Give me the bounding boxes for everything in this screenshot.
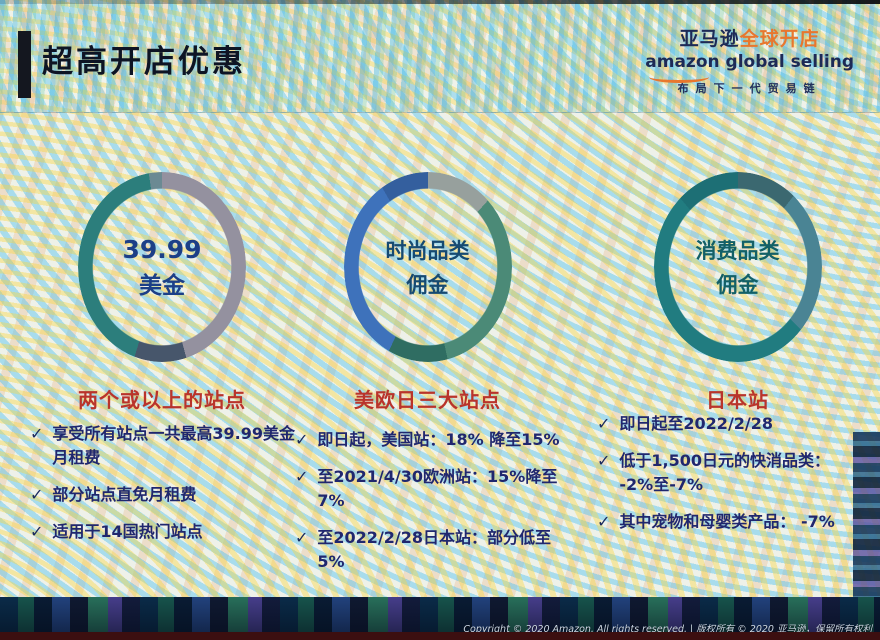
bullet-item: ✓ 低于1,500日元的快消品类： -2%至-7% [597,449,854,497]
photo-top-edge [0,0,880,4]
bullet-item: ✓ 部分站点直免月租费 [30,483,302,507]
bullet-item: ✓ 即日起至2022/2/28 [597,412,854,436]
donut-ring-label: 时尚品类 佣金 [385,239,470,297]
slide-header: 超高开店优惠 亚马逊全球开店 amazon global selling 布局下… [0,0,880,113]
bullet-item: ✓ 即日起，美国站：18% 降至15% [295,428,570,452]
logo-product-cn: 全球开店 [739,28,820,50]
bullet-list: ✓ 即日起至2022/2/28 ✓ 低于1,500日元的快消品类： -2%至-7% … [597,412,854,547]
bullet-list: ✓ 享受所有站点一共最高39.99美金月租费 ✓ 部分站点直免月租费 ✓ 适用于14国… [30,422,302,557]
bullet-text: 至2022/2/28日本站：部分低至5% [317,528,552,571]
donut-ring-fashion: 时尚品类 佣金 [343,172,512,362]
check-icon: ✓ [30,424,44,443]
check-icon: ✓ [295,528,309,547]
column-caption: 两个或以上的站点 [78,388,246,412]
bullet-text: 即日起，美国站：18% 降至15% [317,430,560,449]
offer-column-consumer-commission: 消费品类 佣金 日本站 ✓ 即日起至2022/2/28 ✓ 低于1,500日元的快消… [595,110,880,550]
amazon-global-selling-logo: 亚马逊全球开店 amazon global selling 布局下一代贸易链 [645,28,854,96]
photo-bottom-bar [0,632,880,640]
donut-ring-band [653,172,822,362]
donut-ring-monthly-fee: 39.99 美金 [78,172,246,362]
offer-column-fashion-commission: 时尚品类 佣金 美欧日三大站点 ✓ 即日起，美国站：18% 降至15% ✓ 至202… [285,110,570,571]
donut-ring-consumer: 消费品类 佣金 [653,172,822,362]
copyright-text: Copyright © 2020 Amazon. All rights rese… [463,624,872,635]
check-icon: ✓ [597,451,611,470]
amazon-wordmark: amazon global selling [645,51,854,83]
bullet-text: 适用于14国热门站点 [52,522,203,541]
city-photo-edge [853,432,880,599]
bullet-item: ✓ 适用于14国热门站点 [30,520,302,544]
column-caption: 日本站 [706,388,769,412]
bullet-item: ✓ 至2022/2/28日本站：部分低至5% [295,526,570,574]
donut-ring-label: 消费品类 佣金 [695,239,780,297]
bullet-list: ✓ 即日起，美国站：18% 降至15% ✓ 至2021/4/30欧洲站：15%降至7… [295,428,570,587]
offer-column-monthly-fee: 39.99 美金 两个或以上的站点 ✓ 享受所有站点一共最高39.99美金月租费 … [22,110,302,550]
logo-tagline: 布局下一代贸易链 [677,82,822,96]
bullet-text: 享受所有站点一共最高39.99美金月租费 [52,424,296,467]
city-photo-strip [0,597,880,632]
slide-background: 超高开店优惠 亚马逊全球开店 amazon global selling 布局下… [0,0,880,597]
check-icon: ✓ [295,430,309,449]
logo-chinese-wordmark: 亚马逊全球开店 [645,28,854,51]
column-caption: 美欧日三大站点 [354,388,501,412]
bullet-text: 即日起至2022/2/28 [619,414,774,433]
bullet-item: ✓ 其中宠物和母婴类产品： -7% [597,510,854,534]
bullet-item: ✓ 至2021/4/30欧洲站：15%降至7% [295,465,570,513]
check-icon: ✓ [30,485,44,504]
title-accent-bar [18,31,31,98]
logo-brand-en: amazon [645,51,720,72]
check-icon: ✓ [295,467,309,486]
bullet-item: ✓ 享受所有站点一共最高39.99美金月租费 [30,422,302,470]
donut-ring-label: 39.99 美金 [122,234,202,299]
check-icon: ✓ [30,522,44,541]
logo-product-en: global selling [725,51,854,72]
bullet-text: 其中宠物和母婴类产品： -7% [619,512,835,531]
bullet-text: 部分站点直免月租费 [52,485,197,504]
donut-ring-band [343,172,512,362]
bullet-text: 至2021/4/30欧洲站：15%降至7% [317,467,558,510]
check-icon: ✓ [597,512,611,531]
page-title: 超高开店优惠 [42,44,246,80]
logo-brand-cn: 亚马逊 [679,28,740,50]
amazon-smile-icon [649,71,710,83]
bullet-text: 低于1,500日元的快消品类： -2%至-7% [619,451,831,494]
check-icon: ✓ [597,414,611,433]
donut-ring-band [78,172,246,362]
